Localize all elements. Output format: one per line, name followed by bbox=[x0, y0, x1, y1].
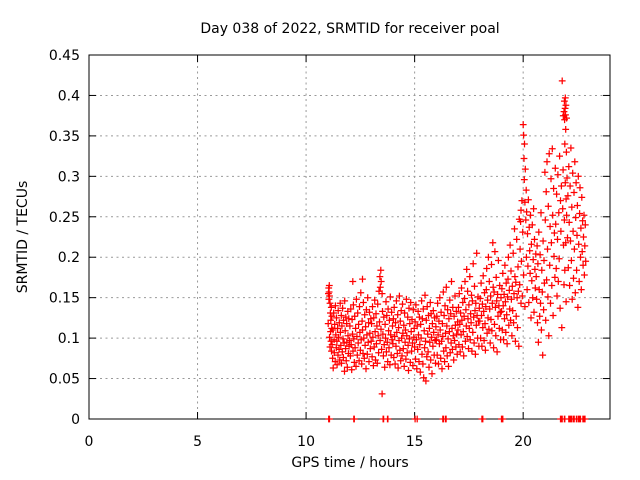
chart-title: Day 038 of 2022, SRMTID for receiver poa… bbox=[200, 21, 499, 37]
x-axis-label: GPS time / hours bbox=[291, 455, 408, 471]
y-tick-label: 0 bbox=[71, 412, 80, 428]
y-tick-label: 0.1 bbox=[58, 331, 80, 347]
y-tick-label: 0.2 bbox=[58, 250, 80, 266]
plot-border bbox=[88, 54, 611, 420]
y-tick-label: 0.05 bbox=[49, 372, 80, 388]
x-tick-label: 20 bbox=[514, 434, 532, 450]
axes-border-and-ticks bbox=[88, 54, 611, 420]
y-tick-label: 0.25 bbox=[49, 210, 80, 226]
y-tick-label: 0.4 bbox=[58, 88, 80, 104]
tick-labels: 0 5 10 15 20 0 0.05 0.1 0.15 0.2 0.25 0.3 0.35 0.4 0.4… bbox=[49, 48, 532, 450]
x-tick-label: 15 bbox=[406, 434, 424, 450]
x-tick-label: 10 bbox=[297, 434, 315, 450]
y-tick-label: 0.35 bbox=[49, 129, 80, 145]
x-tick-label: 5 bbox=[193, 434, 202, 450]
data-points bbox=[324, 77, 590, 423]
series-SRMTID bbox=[324, 77, 590, 423]
y-tick-label: 0.45 bbox=[49, 48, 80, 64]
x-tick-label: 0 bbox=[85, 434, 94, 450]
y-tick-label: 0.3 bbox=[58, 169, 80, 185]
y-tick-label: 0.15 bbox=[49, 291, 80, 307]
y-axis-label: SRMTID / TECUs bbox=[15, 181, 31, 294]
